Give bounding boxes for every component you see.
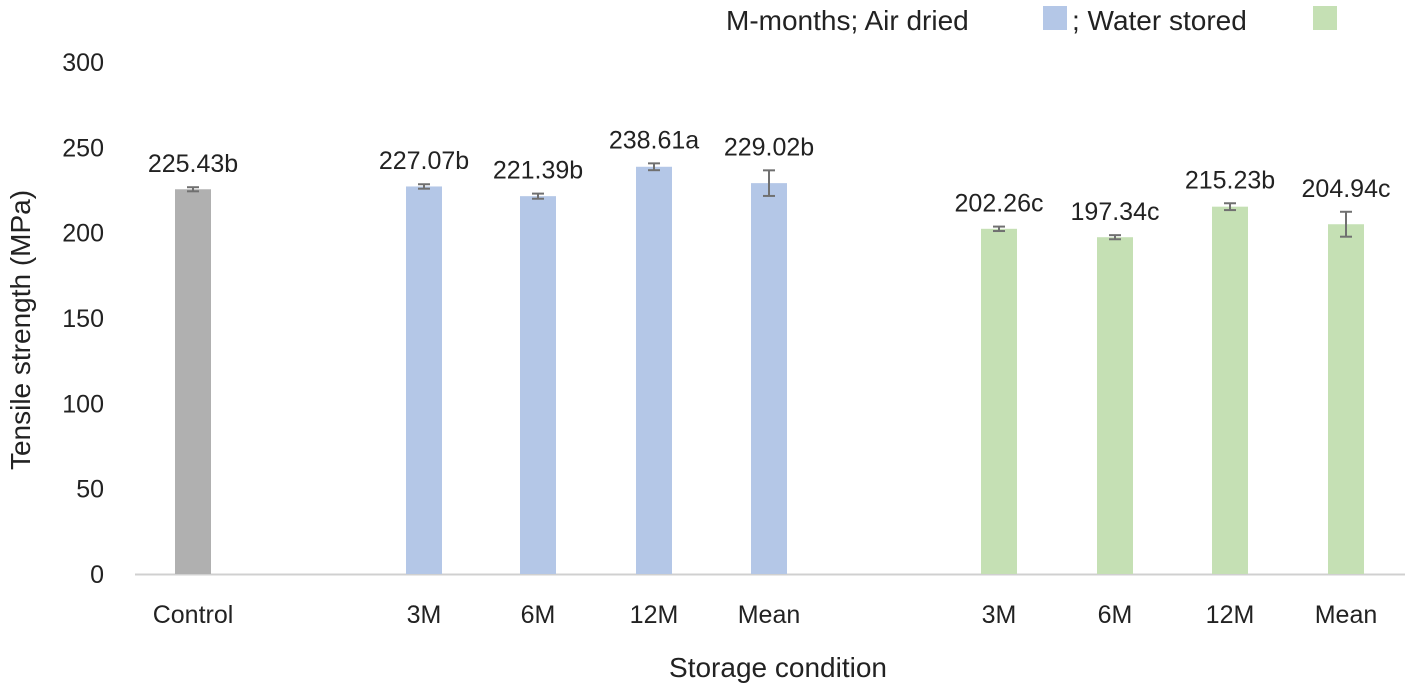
data-label-control-control: 225.43b [148, 150, 238, 178]
y-axis-ticks: 0 50 100 150 200 250 300 [62, 49, 104, 589]
bar-water-6m [1097, 237, 1133, 574]
error-bar-control-control [187, 186, 199, 193]
y-axis-title: Tensile strength (MPa) [5, 190, 36, 470]
x-category-label: Mean [738, 601, 801, 629]
x-category-label: 12M [1206, 601, 1255, 629]
bars-group [175, 166, 1364, 575]
data-labels-group: 225.43b 227.07b 221.39b 238.61a 229.02b 202.2… [148, 126, 1391, 226]
data-label-air-3m: 227.07b [379, 147, 469, 175]
error-bar-air-6m [532, 192, 544, 200]
bar-air-mean [751, 183, 787, 574]
x-category-label: 12M [630, 601, 679, 629]
y-tick-label: 0 [90, 561, 104, 589]
data-label-water-mean: 204.94c [1302, 175, 1391, 203]
y-tick-label: 250 [62, 134, 104, 162]
legend: M-months; Air dried ; Water stored [726, 5, 1337, 36]
error-bar-air-3m [418, 183, 430, 190]
legend-swatch-water-stored [1313, 6, 1337, 30]
error-bar-water-mean [1340, 210, 1352, 238]
error-bar-air-mean [763, 169, 775, 197]
x-axis-title: Storage condition [669, 652, 887, 683]
y-tick-label: 150 [62, 305, 104, 333]
bar-air-6m [520, 196, 556, 574]
bar-air-12m [636, 166, 672, 574]
data-label-air-mean: 229.02b [724, 133, 814, 161]
x-category-label: 6M [521, 601, 556, 629]
legend-swatch-air-dried [1043, 6, 1067, 30]
error-bar-water-12m [1224, 202, 1236, 212]
bar-control-control [175, 189, 211, 575]
legend-water-stored-text: ; Water stored [1072, 5, 1247, 36]
bar-water-12m [1212, 206, 1248, 574]
x-category-label: 3M [407, 601, 442, 629]
x-category-label: 3M [982, 601, 1017, 629]
error-bar-water-6m [1109, 234, 1121, 241]
error-bar-air-12m [648, 162, 660, 172]
bar-water-3m [981, 228, 1017, 574]
x-category-label: Control [153, 601, 234, 629]
data-label-water-3m: 202.26c [955, 190, 1044, 218]
y-tick-label: 300 [62, 49, 104, 77]
y-tick-label: 50 [76, 476, 104, 504]
legend-prefix-text: M-months; Air dried [726, 5, 969, 36]
data-label-air-6m: 221.39b [493, 157, 583, 185]
x-category-label: 6M [1098, 601, 1133, 629]
bar-air-3m [406, 186, 442, 574]
data-label-water-6m: 197.34c [1071, 198, 1160, 226]
x-axis-category-labels: Control 3M 6M 12M Mean 3M 6M 12M Mean [153, 601, 1378, 629]
y-tick-label: 100 [62, 390, 104, 418]
data-label-air-12m: 238.61a [609, 126, 699, 154]
y-tick-label: 200 [62, 220, 104, 248]
bar-water-mean [1328, 224, 1364, 575]
error-bars-group [187, 162, 1352, 241]
error-bar-water-3m [993, 225, 1005, 233]
x-category-label: Mean [1315, 601, 1378, 629]
data-label-water-12m: 215.23b [1185, 166, 1275, 194]
